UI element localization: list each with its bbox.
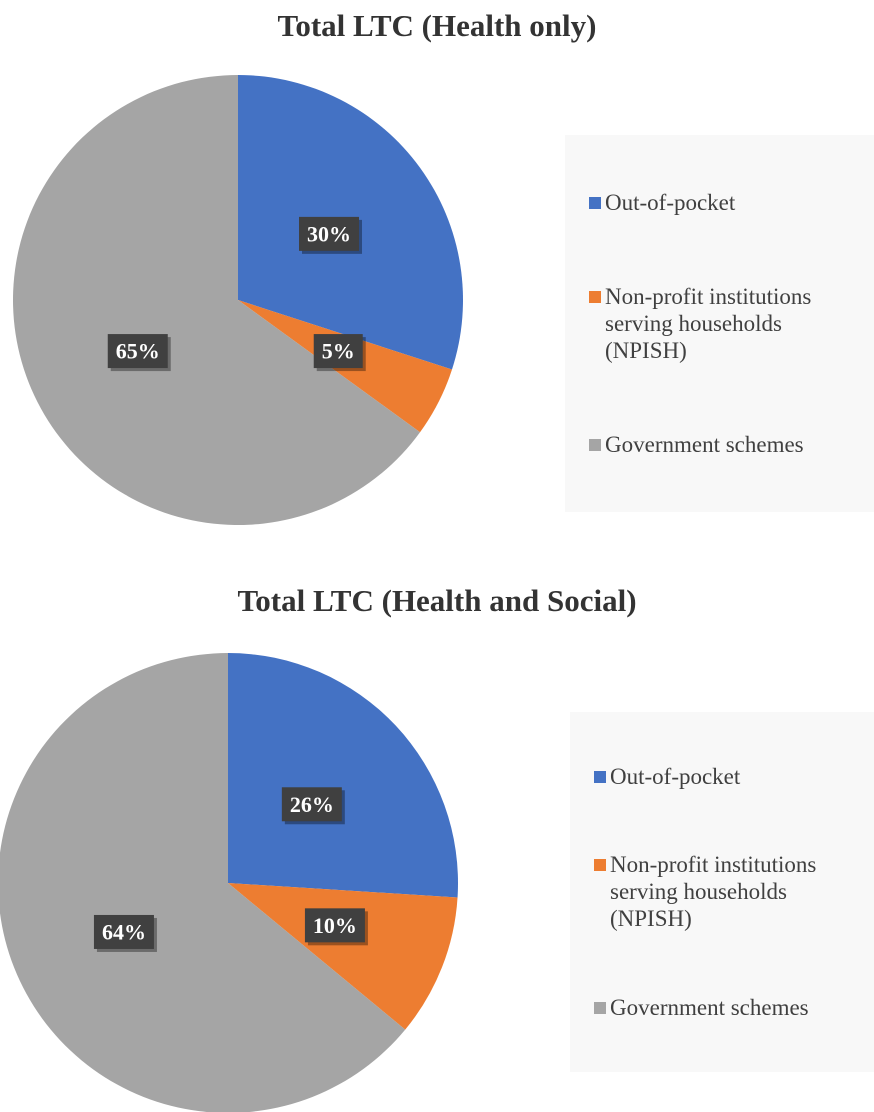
legend-item: Out-of-pocket	[589, 189, 862, 216]
data-label-box	[281, 787, 342, 822]
pie-slice	[12, 75, 421, 525]
pie-slice	[0, 653, 406, 1112]
data-label: 64%	[93, 914, 157, 952]
data-label: 65%	[107, 334, 171, 372]
legend-swatch	[594, 859, 606, 872]
data-label-box	[93, 914, 154, 949]
chart-title: Total LTC (Health only)	[277, 8, 597, 43]
legend-item: Non-profit institutions serving househol…	[589, 283, 862, 364]
data-label-box	[107, 334, 168, 369]
data-label-box	[299, 216, 360, 251]
legend-swatch	[589, 196, 601, 209]
legend-swatch	[589, 290, 601, 303]
data-label-text: 30%	[307, 221, 351, 246]
data-label-text: 26%	[290, 792, 334, 817]
data-label-box	[304, 908, 365, 943]
legend-label: Government schemes	[610, 995, 809, 1021]
legend-label: Out-of-pocket	[605, 189, 736, 215]
legend-swatch	[589, 439, 601, 452]
data-label-text: 64%	[102, 919, 146, 944]
pie-slice	[228, 653, 458, 898]
data-label-text: 10%	[313, 913, 357, 938]
legend-swatch	[594, 1002, 606, 1015]
chart-title: Total LTC (Health and Social)	[237, 583, 637, 618]
legend: Out-of-pocket Non-profit institutions ser…	[565, 135, 874, 512]
legend-item: Non-profit institutions serving househol…	[594, 851, 862, 932]
data-label-text: 5%	[322, 339, 355, 364]
data-label: 10%	[304, 908, 368, 946]
legend-item: Out-of-pocket	[594, 763, 862, 790]
data-label-box	[313, 334, 363, 369]
data-label-text: 65%	[116, 339, 160, 364]
data-label: 5%	[313, 334, 366, 372]
data-label: 26%	[281, 787, 345, 825]
legend-label: Non-profit institutions serving househol…	[605, 283, 812, 363]
legend-item: Government schemes	[589, 431, 862, 458]
legend-item: Government schemes	[594, 994, 862, 1021]
legend-label: Government schemes	[605, 432, 804, 458]
legend-label: Non-profit institutions serving househol…	[610, 852, 817, 932]
legend-swatch	[594, 770, 606, 783]
legend: Out-of-pocket Non-profit institutions ser…	[570, 712, 874, 1072]
data-label: 30%	[299, 216, 363, 254]
legend-label: Out-of-pocket	[610, 763, 741, 789]
pie-slice	[228, 883, 458, 1030]
